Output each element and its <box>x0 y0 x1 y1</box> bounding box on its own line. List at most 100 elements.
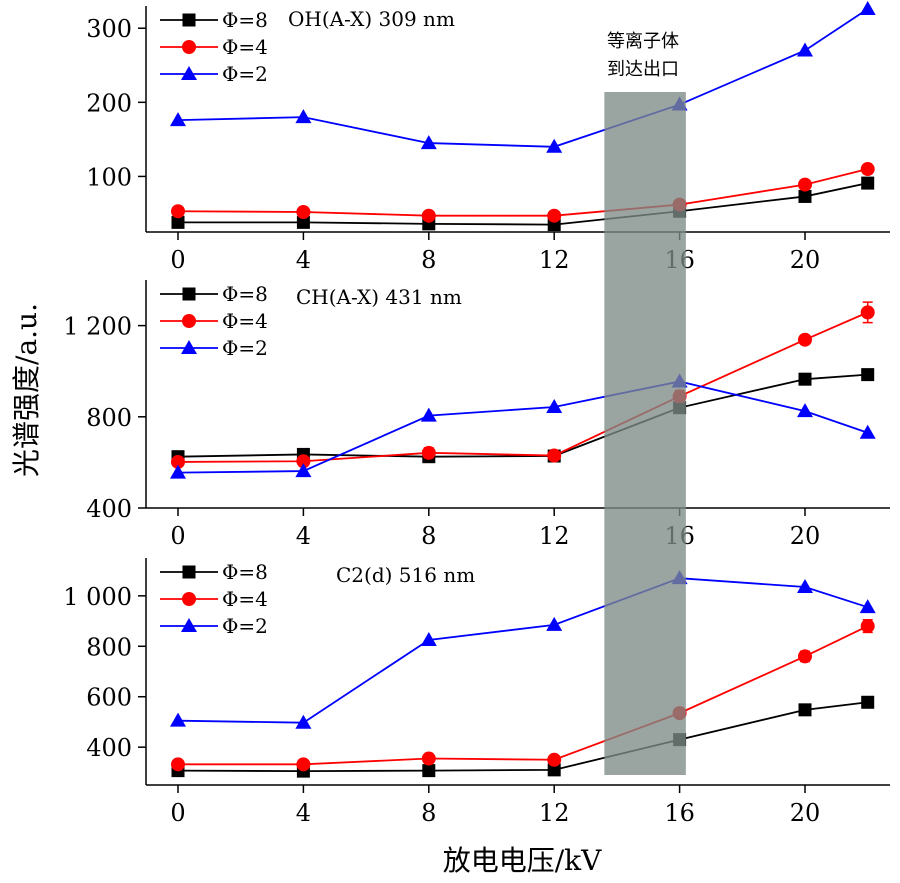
legend-marker <box>182 287 196 301</box>
legend-marker <box>181 340 197 354</box>
data-point <box>798 332 812 347</box>
data-point <box>797 579 813 594</box>
legend-label: Φ=4 <box>222 35 268 59</box>
series-line <box>177 168 868 217</box>
data-point <box>296 757 311 772</box>
data-point <box>861 695 875 709</box>
x-tick-label: 4 <box>296 799 311 827</box>
x-tick-label: 12 <box>539 246 570 274</box>
series-phi2 <box>170 373 876 479</box>
series-phi4 <box>171 162 875 223</box>
data-point <box>420 407 437 422</box>
y-tick-label: 1 200 <box>63 313 132 341</box>
x-tick-label: 4 <box>296 246 311 274</box>
data-point <box>171 204 185 219</box>
data-point <box>296 454 311 469</box>
legend-label: Φ=8 <box>222 282 268 306</box>
x-tick-label: 0 <box>170 799 185 827</box>
data-point <box>547 448 562 463</box>
series-phi4 <box>171 619 875 772</box>
legend-marker <box>182 565 196 579</box>
panel-oh: OH(A-X) 309 nm 048121620100200300Φ=8Φ=4Φ… <box>86 0 890 274</box>
data-point <box>798 703 812 717</box>
legend-label: Φ=4 <box>222 587 268 611</box>
data-point <box>797 403 813 418</box>
data-point <box>421 751 436 766</box>
data-point <box>546 616 563 631</box>
x-tick-label: 20 <box>790 522 821 550</box>
panel-annotation: OH(A-X) 309 nm <box>288 7 455 31</box>
series-line <box>177 577 868 724</box>
data-point <box>547 763 561 777</box>
legend-label: Φ=4 <box>222 309 268 333</box>
x-tick-label: 8 <box>421 246 436 274</box>
y-tick-label: 800 <box>86 404 132 432</box>
data-point <box>547 752 562 767</box>
data-point <box>798 372 812 386</box>
legend-label: Φ=8 <box>222 8 268 32</box>
plasma-exit-band <box>604 92 686 775</box>
x-tick-label: 12 <box>539 799 570 827</box>
series-line <box>177 380 868 474</box>
legend-label: Φ=2 <box>222 62 268 86</box>
legend-entry: Φ=2 <box>160 336 268 360</box>
band-label-line-2: 到达出口 <box>607 59 679 80</box>
y-tick-label: 400 <box>86 734 132 762</box>
panel-ch: CH(A-X) 431 nm 0481216204008001 200Φ=8Φ=… <box>63 280 890 550</box>
data-point <box>170 112 186 127</box>
legend-entry: Φ=2 <box>160 62 268 86</box>
panel-annotation: CH(A-X) 431 nm <box>296 285 462 309</box>
legend-marker <box>181 66 197 80</box>
data-point <box>798 177 812 192</box>
series-line <box>178 182 868 226</box>
series-line <box>177 701 868 773</box>
series-line <box>177 373 868 458</box>
data-point <box>171 215 185 229</box>
data-point <box>859 0 876 15</box>
data-point <box>797 42 813 57</box>
data-point <box>798 189 812 203</box>
y-tick-label: 200 <box>86 89 132 117</box>
series-phi4 <box>171 301 875 469</box>
data-point <box>420 631 437 646</box>
x-tick-label: 16 <box>664 799 695 827</box>
x-tick-label: 8 <box>421 799 436 827</box>
x-tick-label: 0 <box>170 246 185 274</box>
data-point <box>295 463 312 478</box>
data-point <box>859 424 876 439</box>
series-line <box>178 625 869 766</box>
x-tick-label: 4 <box>296 522 311 550</box>
data-point <box>296 215 310 229</box>
x-axis-title: 放电电压/kV <box>443 844 602 877</box>
series-phi8 <box>171 176 875 232</box>
data-point <box>546 398 563 413</box>
data-point <box>421 445 436 460</box>
series-phi2 <box>170 570 876 729</box>
panel-c2: C2(d) 516 nm 0 4 8 12 16 20 400 600 800 1 000 Φ=8 Φ… <box>63 558 890 827</box>
legend-marker <box>182 314 196 328</box>
x-tick-label: 0 <box>170 522 185 550</box>
series-phi8 <box>171 368 875 464</box>
legend-marker <box>181 618 197 632</box>
data-point <box>420 135 437 150</box>
y-tick-label: 400 <box>86 495 132 523</box>
legend-entry: Φ=8 <box>160 282 268 306</box>
legend-label: Φ=8 <box>222 560 268 584</box>
data-point <box>296 204 311 219</box>
data-point <box>295 714 312 729</box>
legend-marker <box>182 13 196 27</box>
legend-entry: Φ=8 <box>160 8 268 32</box>
data-point <box>547 208 562 223</box>
data-point <box>422 764 436 778</box>
data-point <box>860 619 875 634</box>
series-line <box>177 311 869 463</box>
data-point <box>421 208 436 223</box>
data-point <box>170 464 186 479</box>
data-point <box>859 599 876 614</box>
legend-marker <box>182 40 196 54</box>
legend-entry: Φ=8 <box>160 560 268 584</box>
legend-entry: Φ=4 <box>160 587 268 611</box>
data-point <box>861 368 875 382</box>
x-tick-label: 12 <box>539 522 570 550</box>
